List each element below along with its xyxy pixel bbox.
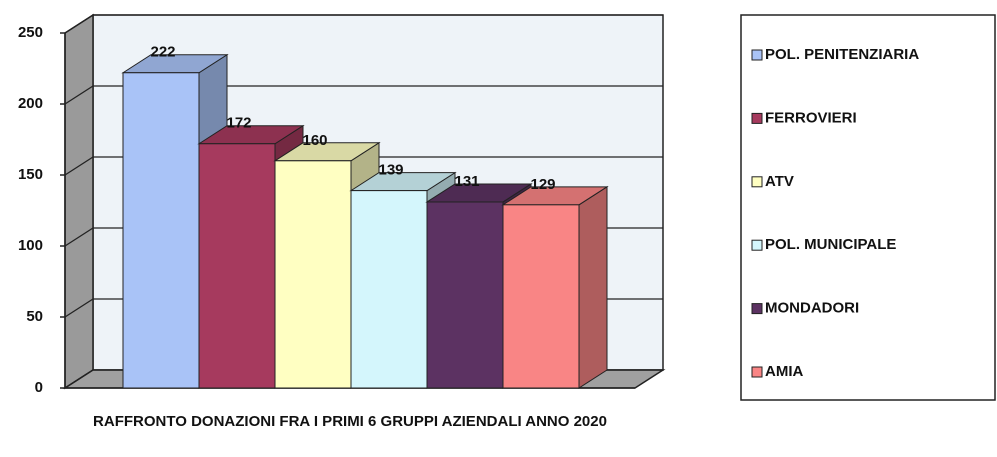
bar	[198, 143, 276, 389]
y-tick-label: 100	[18, 237, 43, 254]
legend-label: POL. MUNICIPALE	[765, 236, 896, 253]
y-tick-label: 50	[26, 308, 43, 325]
legend-swatch	[751, 303, 763, 315]
bar-side	[578, 185, 608, 389]
y-tick-label: 0	[35, 379, 43, 396]
y-tick-label: 150	[18, 166, 43, 183]
legend-label: ATV	[765, 173, 794, 190]
bar	[502, 204, 580, 389]
legend-swatch	[751, 112, 763, 124]
legend-label: AMIA	[765, 363, 803, 380]
legend-swatch	[751, 366, 763, 378]
legend-swatch	[751, 239, 763, 251]
value-label: 160	[302, 132, 327, 149]
bar	[122, 72, 200, 389]
grid-line	[64, 14, 663, 34]
legend-label: MONDADORI	[765, 300, 859, 317]
y-tick-label: 250	[18, 24, 43, 41]
grid-line	[64, 156, 663, 176]
legend-swatch	[751, 176, 763, 188]
grid-line	[64, 85, 663, 105]
y-tick-label: 200	[18, 95, 43, 112]
side-wall	[64, 13, 94, 390]
value-label: 172	[226, 115, 251, 132]
legend-label: POL. PENITENZIARIA	[765, 46, 919, 63]
value-label: 129	[530, 176, 555, 193]
bar	[350, 190, 428, 389]
bar	[426, 201, 504, 389]
value-label: 222	[150, 44, 175, 61]
legend-label: FERROVIERI	[765, 109, 857, 126]
legend-box	[740, 14, 996, 401]
value-label: 139	[378, 162, 403, 179]
legend-swatch	[751, 49, 763, 61]
chart-title: RAFFRONTO DONAZIONI FRA I PRIMI 6 GRUPPI…	[93, 413, 607, 430]
bar	[274, 160, 352, 389]
value-label: 131	[454, 173, 479, 190]
